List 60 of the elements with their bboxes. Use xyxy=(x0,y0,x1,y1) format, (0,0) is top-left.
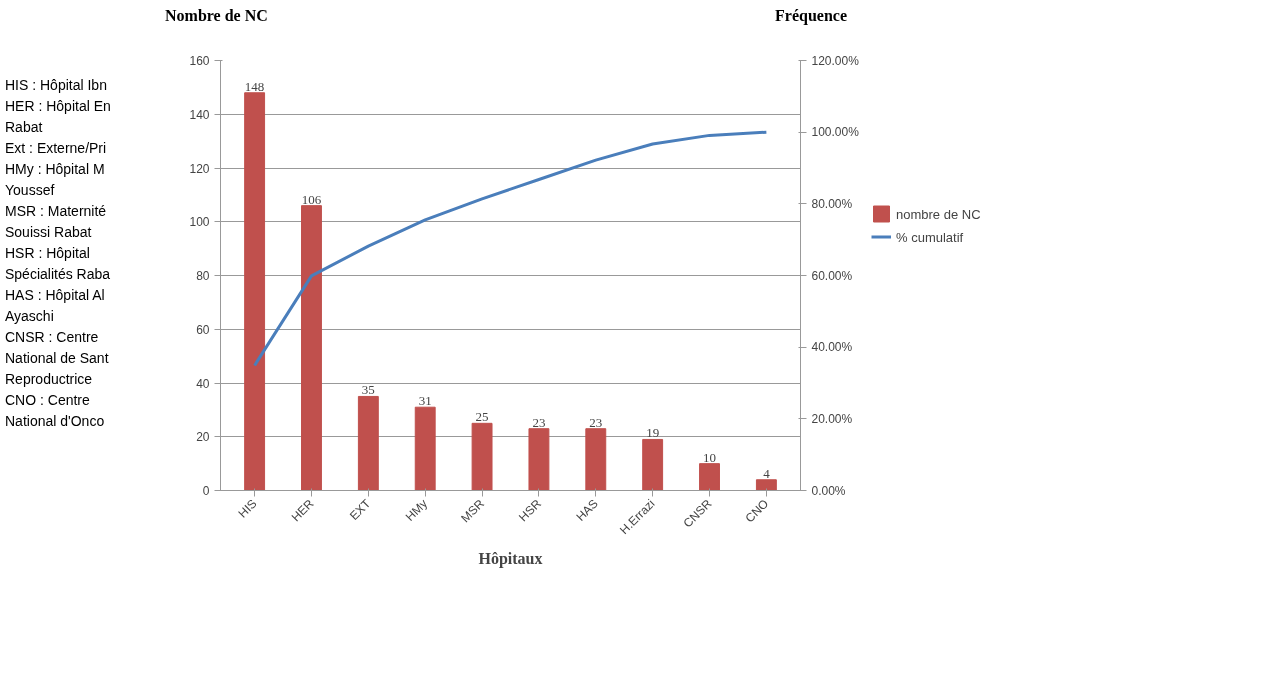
data-label: 106 xyxy=(301,191,322,207)
bar xyxy=(528,428,550,491)
legend-label: nombre de NC xyxy=(896,206,981,221)
legend-label: % cumulatif xyxy=(896,229,964,244)
text: Souissi Rabat xyxy=(5,224,92,240)
data-label: 23 xyxy=(532,414,546,430)
text: MSR : Maternité xyxy=(5,203,107,219)
bar xyxy=(585,428,607,491)
y2-tick-label: 120.00% xyxy=(811,53,860,68)
data-label: 35 xyxy=(361,382,375,398)
data-label: 148 xyxy=(244,78,265,94)
text: HSR : Hôpital xyxy=(5,245,90,261)
text: CNSR : Centre xyxy=(5,329,99,345)
bar xyxy=(244,92,266,491)
y2-tick-label: 100.00% xyxy=(811,125,860,140)
y-tick-label: 20 xyxy=(196,430,210,445)
y2-axis-title: Fréquence xyxy=(775,6,847,27)
text: HIS : Hôpital Ibn xyxy=(5,77,107,93)
y-tick-label: 100 xyxy=(189,215,210,230)
text: HMy : Hôpital M xyxy=(5,161,105,177)
data-label: 23 xyxy=(589,414,603,430)
text: Ext : Externe/Pri xyxy=(5,140,107,156)
y2-tick-label: 60.00% xyxy=(811,268,853,283)
x-axis-title: Hôpitaux xyxy=(478,550,543,569)
bar xyxy=(642,438,664,491)
y-tick-label: 120 xyxy=(189,161,210,176)
y-tick-label: 60 xyxy=(196,322,210,337)
text: HER : Hôpital En xyxy=(5,98,111,114)
y-tick-label: 40 xyxy=(196,376,210,391)
y-tick-label: 140 xyxy=(189,107,210,122)
x-tick-label: HIS xyxy=(235,496,260,521)
text: National de Sant xyxy=(5,350,109,366)
data-label: 19 xyxy=(646,425,660,441)
y2-tick-label: 20.00% xyxy=(811,411,853,426)
bar xyxy=(755,479,777,491)
y2-tick-label: 80.00% xyxy=(811,196,853,211)
data-label: 31 xyxy=(418,393,432,409)
data-label: 4 xyxy=(763,465,771,481)
y2-tick-label: 0.00% xyxy=(811,483,846,498)
text: Youssef xyxy=(5,182,55,198)
y-axis-title: Nombre de NC xyxy=(165,6,268,26)
text: Reproductrice xyxy=(5,371,93,387)
bar xyxy=(699,463,720,491)
text: Rabat xyxy=(5,119,43,135)
text: Ayaschi xyxy=(5,308,54,324)
line-series xyxy=(253,130,768,367)
text: HAS : Hôpital Al xyxy=(5,287,105,303)
data-label: 10 xyxy=(703,449,717,465)
bar xyxy=(471,422,493,491)
text: CNO : Centre xyxy=(5,392,90,408)
bar xyxy=(414,406,436,491)
data-label: 25 xyxy=(475,409,489,425)
y2-tick-label: 40.00% xyxy=(811,340,853,355)
text: National d'Onco xyxy=(5,413,105,429)
y-tick-label: 160 xyxy=(189,54,210,68)
bar xyxy=(301,205,322,491)
text: Spécialités Raba xyxy=(5,266,111,282)
bar xyxy=(357,395,379,491)
y-tick-label: 80 xyxy=(196,269,210,283)
y-tick-label: 0 xyxy=(202,484,210,498)
